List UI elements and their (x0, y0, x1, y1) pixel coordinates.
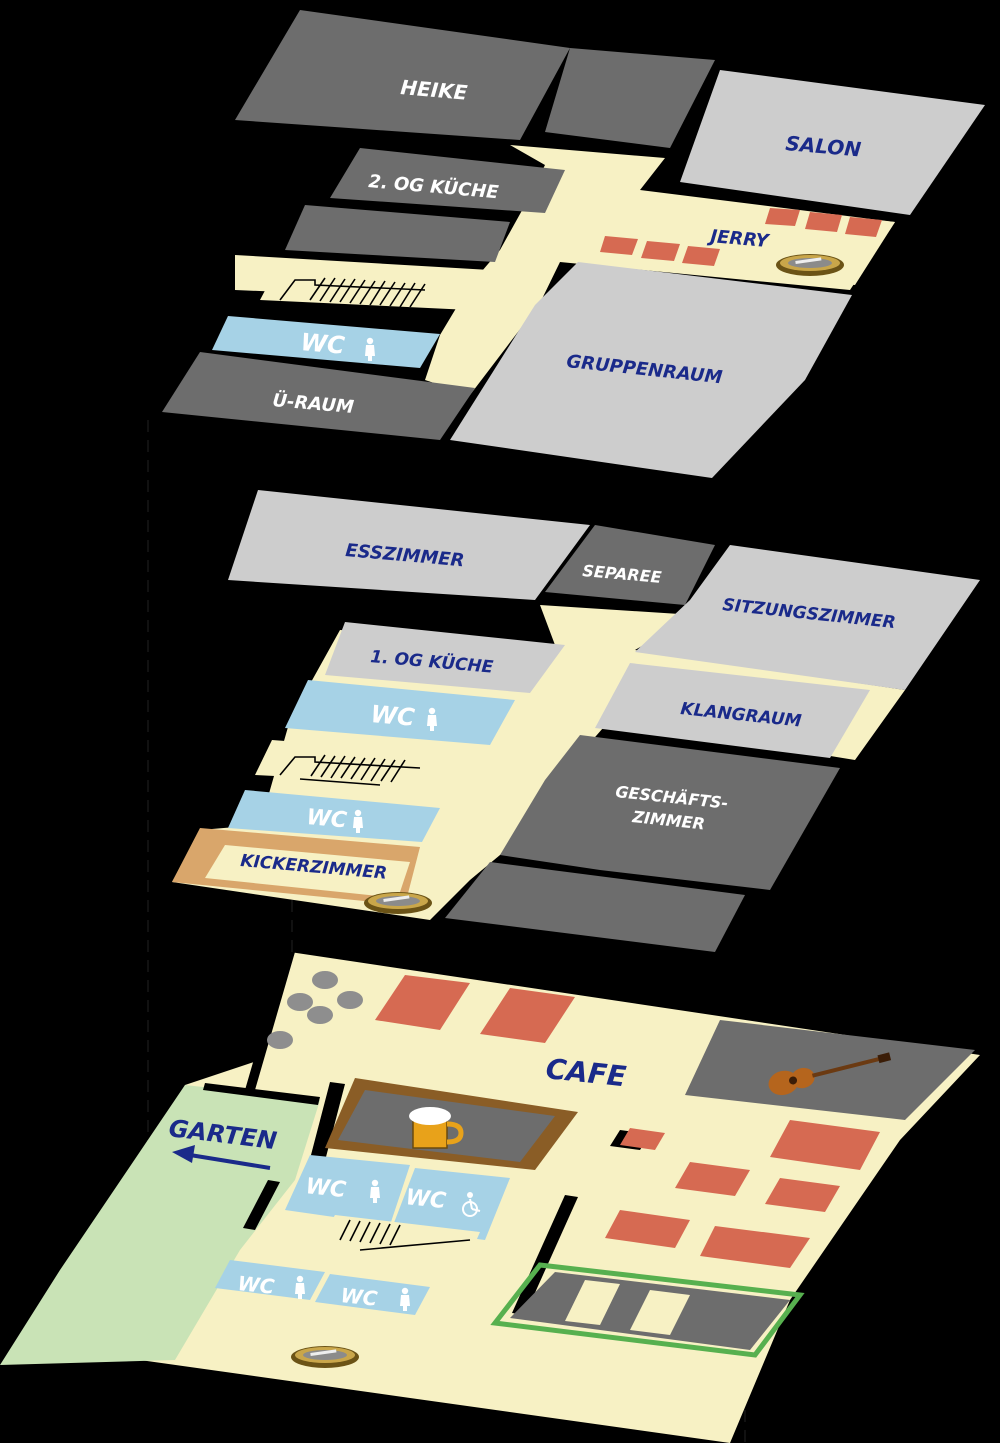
label-wc-ground-4: WC (339, 1283, 378, 1311)
room-gruppenraum[interactable] (450, 262, 852, 478)
room-wc-ground-1[interactable] (285, 1155, 410, 1225)
label-wc-1og-bottom: WC (305, 805, 347, 833)
label-wc-2og: WC (299, 328, 346, 360)
ashtray-icon (364, 892, 432, 914)
room-kitchen-2og[interactable] (330, 148, 565, 213)
room-storage-1og (445, 862, 745, 952)
arrow-left-icon (172, 1145, 271, 1170)
room-wc-2og[interactable] (212, 316, 440, 368)
floor-2: HEIKE SALON 2. OG KÜCHE JERRY WC GRUPPEN… (160, 10, 985, 478)
room-geschaeftszimmer[interactable] (500, 735, 840, 890)
stage-bench (490, 1262, 805, 1358)
stairs-2og (260, 262, 490, 310)
label-heike: HEIKE (400, 75, 469, 105)
stairs-icon (279, 277, 426, 311)
stairs-icon (339, 1219, 471, 1251)
room-wc-1og-top[interactable] (285, 680, 515, 745)
room-kitchen-1og[interactable] (325, 622, 565, 693)
room-klangraum[interactable] (595, 663, 870, 758)
guitar-icon (768, 1052, 892, 1096)
ashtray-icon (291, 1346, 359, 1368)
room-esszimmer[interactable] (228, 490, 590, 600)
room-wc-ground-2[interactable] (392, 1168, 510, 1240)
label-wc-ground-2: WC (404, 1185, 447, 1214)
room-storage-2og (285, 205, 510, 262)
garden[interactable] (0, 1085, 320, 1365)
floor-0: CAFE GARTEN WC WC WC WC (0, 952, 980, 1443)
floor-1: ESSZIMMER SEPAREE SITZUNGSZIMMER 1. OG K… (172, 490, 980, 952)
label-wc-ground-1: WC (304, 1174, 347, 1203)
ashtray-icon (776, 254, 844, 276)
beer-mug-icon (409, 1107, 464, 1149)
stairs-ground (320, 1215, 480, 1255)
room-u-raum[interactable] (162, 352, 475, 440)
label-wc-1og-top: WC (369, 700, 416, 732)
cafe-tables (375, 975, 880, 1268)
room-sitzungszimmer[interactable] (635, 545, 980, 690)
room-separee[interactable] (545, 525, 715, 605)
room-heike[interactable] (235, 10, 570, 140)
room-salon[interactable] (680, 70, 985, 215)
label-wc-ground-3: WC (236, 1271, 275, 1299)
wheelchair-icon (462, 1192, 481, 1217)
stairs-icon (279, 754, 421, 786)
room-wc-1og-bottom[interactable] (228, 790, 440, 842)
jerry-tables (600, 208, 882, 266)
room-small-dark (545, 48, 715, 148)
